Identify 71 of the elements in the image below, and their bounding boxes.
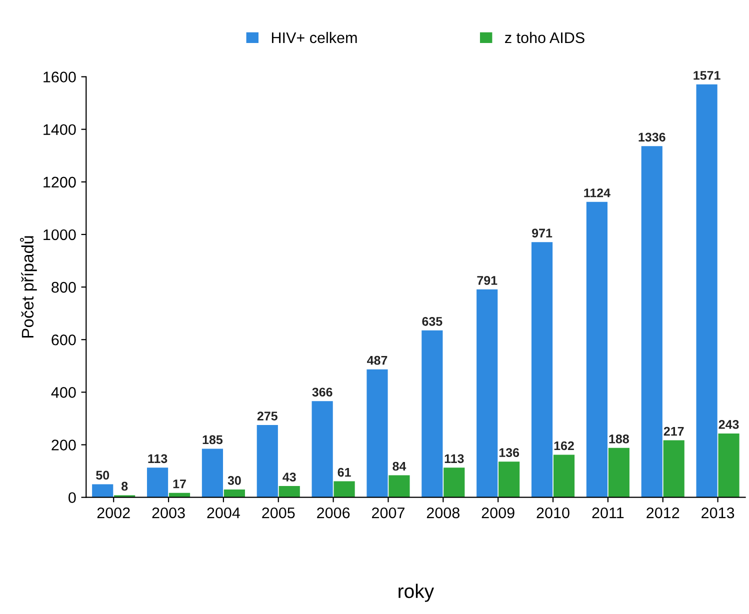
data-label: 8 xyxy=(122,482,128,491)
y-tick-label: 1000 xyxy=(44,229,76,240)
legend-label: z toho AIDS xyxy=(505,32,584,44)
y-axis-title: Počet případů xyxy=(20,236,37,338)
bar xyxy=(476,289,498,498)
x-tick-label: 2011 xyxy=(592,507,624,518)
data-label: 43 xyxy=(282,472,296,482)
data-label: 113 xyxy=(148,454,168,464)
bar xyxy=(146,468,168,498)
bar xyxy=(224,489,245,498)
x-tick-label: 2005 xyxy=(262,507,295,518)
x-tick-label: 2008 xyxy=(426,507,460,518)
bar xyxy=(498,462,520,498)
data-label: 50 xyxy=(96,470,110,480)
x-tick-label: 2006 xyxy=(317,507,350,518)
bar xyxy=(663,440,684,498)
x-tick-label: 2003 xyxy=(152,507,185,518)
bar xyxy=(718,433,740,498)
bar xyxy=(334,481,355,498)
x-tick-label: 2004 xyxy=(207,507,240,518)
bar xyxy=(202,448,224,498)
bar xyxy=(444,468,465,498)
y-tick-label: 800 xyxy=(52,282,76,293)
x-tick-label: 2012 xyxy=(646,507,680,518)
data-label: 162 xyxy=(554,441,574,450)
x-axis-title: roky xyxy=(398,584,434,602)
data-label: 791 xyxy=(477,276,498,285)
bar xyxy=(388,475,410,498)
data-label: 275 xyxy=(257,412,278,420)
y-tick-label: 0 xyxy=(68,492,76,504)
data-label: 1124 xyxy=(584,188,610,198)
data-label: 30 xyxy=(228,476,241,485)
bar xyxy=(553,454,575,498)
data-label: 487 xyxy=(367,356,388,365)
x-tick-label: 2007 xyxy=(372,507,404,518)
y-tick-label: 600 xyxy=(52,334,76,346)
bar xyxy=(312,401,333,498)
y-tick-label: 1200 xyxy=(44,176,76,188)
legend-label: HIV+ celkem xyxy=(272,32,357,44)
x-tick-label: 2013 xyxy=(702,507,734,518)
bar xyxy=(278,486,300,498)
x-tick-label: 2010 xyxy=(536,507,570,518)
bar xyxy=(422,330,443,498)
y-tick-label: 1400 xyxy=(44,124,76,136)
y-tick-label: 1600 xyxy=(44,72,76,82)
x-tick-label: 2009 xyxy=(482,507,514,518)
data-label: 61 xyxy=(338,468,351,477)
data-label: 113 xyxy=(444,454,464,464)
data-label: 243 xyxy=(718,420,739,429)
data-label: 84 xyxy=(392,462,406,471)
data-label: 1336 xyxy=(638,132,666,142)
data-label: 185 xyxy=(202,435,223,444)
bar xyxy=(531,242,553,498)
data-label: 188 xyxy=(609,434,629,444)
data-label: 17 xyxy=(173,480,186,488)
bar xyxy=(586,202,608,498)
data-label: 366 xyxy=(312,388,332,397)
bar xyxy=(641,146,662,498)
y-tick-label: 400 xyxy=(51,387,76,398)
data-label: 971 xyxy=(532,228,552,238)
data-label: 217 xyxy=(664,426,684,436)
bar xyxy=(696,84,718,498)
bar xyxy=(608,448,630,498)
bar xyxy=(92,484,114,498)
x-tick-label: 2002 xyxy=(97,507,130,518)
y-tick-label: 200 xyxy=(52,440,76,450)
data-label: 1571 xyxy=(694,71,720,80)
data-label: 635 xyxy=(422,316,442,326)
data-label: 136 xyxy=(499,448,520,458)
bar xyxy=(366,369,388,498)
bar xyxy=(256,425,278,498)
